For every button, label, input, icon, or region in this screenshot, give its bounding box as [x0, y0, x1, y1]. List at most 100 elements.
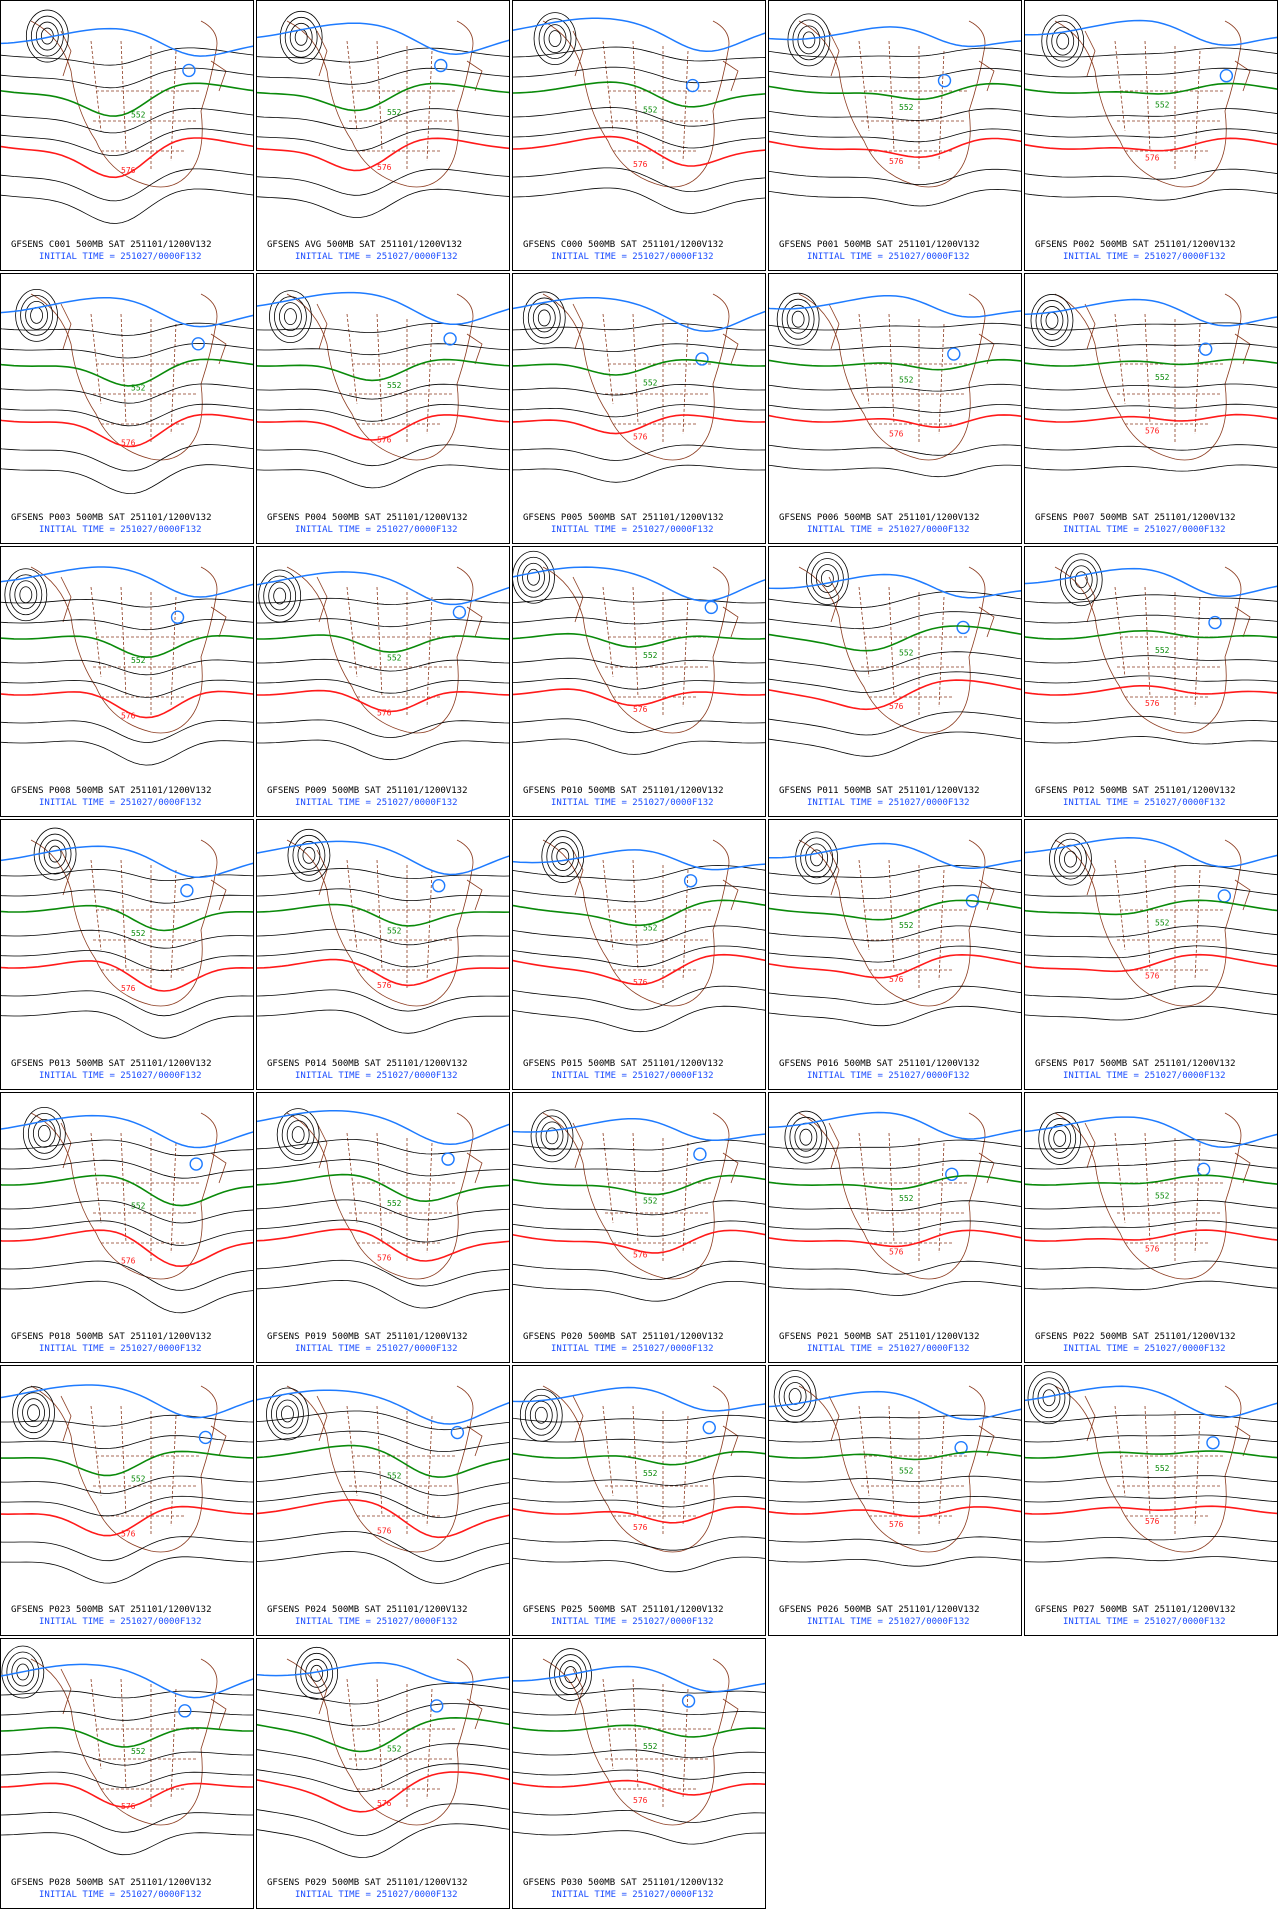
- contour-552: [257, 1173, 509, 1203]
- contour-label-576: 576: [377, 981, 392, 990]
- contour-label-552: 552: [899, 1467, 914, 1476]
- contour-528: [257, 840, 509, 876]
- contour-528: [257, 291, 509, 326]
- map-borders: [286, 1112, 483, 1280]
- map-borders: [798, 839, 995, 1007]
- panel-initial-time: INITIAL TIME = 251027/0000F132: [551, 1071, 714, 1081]
- contour-528: [1, 845, 253, 879]
- map-borders: [286, 839, 483, 1007]
- contour-label-576: 576: [889, 429, 904, 438]
- height-contour-map: 552 576: [513, 1648, 765, 1845]
- contour-label-576: 576: [889, 1520, 904, 1529]
- contour-576: [1, 1782, 253, 1808]
- map-borders: [286, 293, 483, 461]
- contour-label-552: 552: [1155, 919, 1170, 928]
- map-borders: [798, 293, 995, 461]
- panel-initial-time: INITIAL TIME = 251027/0000F132: [39, 1890, 202, 1900]
- map-borders: [30, 1658, 227, 1826]
- panel-initial-time: INITIAL TIME = 251027/0000F132: [295, 1617, 458, 1627]
- contour-528: [257, 1110, 509, 1146]
- contour-528: [513, 849, 765, 871]
- height-contour-map: 552 576: [769, 292, 1021, 478]
- panel-initial-time: INITIAL TIME = 251027/0000F132: [1063, 525, 1226, 535]
- contour-label-576: 576: [1145, 972, 1160, 981]
- contour-label-552: 552: [643, 378, 658, 387]
- map-borders: [286, 566, 483, 734]
- contour-label-576: 576: [377, 1799, 392, 1808]
- contour-label-576: 576: [633, 433, 648, 442]
- contour-label-576: 576: [889, 702, 904, 711]
- map-borders: [1054, 1385, 1251, 1553]
- contour-552: [1, 1726, 253, 1748]
- contour-528: [1025, 1116, 1277, 1148]
- contour-576: [1025, 1229, 1277, 1242]
- panel-initial-time: INITIAL TIME = 251027/0000F132: [1063, 1071, 1226, 1081]
- contour-576: [1, 1505, 253, 1537]
- ensemble-panel: 552 576 GFSENS P026 500MB SAT 251101/1200V…: [768, 1365, 1022, 1636]
- contour-552: [769, 1450, 1021, 1461]
- contour-label-552: 552: [899, 103, 914, 112]
- contour-label-552: 552: [131, 1474, 146, 1483]
- contour-576: [769, 1506, 1021, 1518]
- contour-528: [769, 573, 1021, 599]
- height-contour-map: 552 576: [257, 1646, 509, 1858]
- ensemble-panel: 552 576 GFSENS P012 500MB SAT 251101/1200V…: [1024, 546, 1278, 817]
- contour-label-576: 576: [121, 1529, 136, 1538]
- panel-initial-time: INITIAL TIME = 251027/0000F132: [807, 798, 970, 808]
- panel-title: GFSENS P006 500MB SAT 251101/1200V132: [779, 513, 980, 523]
- ensemble-panel: 552 576 GFSENS P019 500MB SAT 251101/1200V…: [256, 1092, 510, 1363]
- ensemble-panel: 552 576 GFSENS P002 500MB SAT 251101/1200V…: [1024, 0, 1278, 271]
- panel-title: GFSENS P027 500MB SAT 251101/1200V132: [1035, 1605, 1236, 1615]
- ensemble-panel: 552 576 GFSENS P003 500MB SAT 251101/1200V…: [0, 273, 254, 544]
- map-borders: [1054, 839, 1251, 1007]
- contour-576: [1025, 413, 1277, 423]
- panel-title: GFSENS P020 500MB SAT 251101/1200V132: [523, 1332, 724, 1342]
- panel-title: GFSENS P021 500MB SAT 251101/1200V132: [779, 1332, 980, 1342]
- contour-528: [513, 1386, 765, 1412]
- contour-552: [1025, 899, 1277, 916]
- ensemble-panel: 552 576 GFSENS P006 500MB SAT 251101/1200V…: [768, 273, 1022, 544]
- ensemble-panel: 552 576 GFSENS P025 500MB SAT 251101/1200V…: [512, 1365, 766, 1636]
- contour-label-576: 576: [121, 1802, 136, 1811]
- contour-552: [513, 81, 765, 108]
- map-borders: [798, 566, 995, 734]
- map-borders: [286, 1658, 483, 1826]
- contour-552: [1025, 358, 1277, 367]
- contour-576: [257, 958, 509, 987]
- panel-title: GFSENS P029 500MB SAT 251101/1200V132: [267, 1878, 468, 1888]
- ensemble-panel: 552 576 GFSENS P020 500MB SAT 251101/1200V…: [512, 1092, 766, 1363]
- contour-label-576: 576: [633, 1251, 648, 1260]
- contour-528: [1, 27, 253, 57]
- panel-initial-time: INITIAL TIME = 251027/0000F132: [1063, 1617, 1226, 1627]
- contour-label-576: 576: [889, 1247, 904, 1256]
- height-contour-map: 552 576: [1025, 832, 1277, 1021]
- panel-initial-time: INITIAL TIME = 251027/0000F132: [807, 1071, 970, 1081]
- contour-576: [1, 1229, 253, 1268]
- panel-initial-time: INITIAL TIME = 251027/0000F132: [295, 1344, 458, 1354]
- map-borders: [30, 839, 227, 1007]
- contour-label-576: 576: [121, 166, 136, 175]
- map-borders: [286, 1385, 483, 1553]
- contour-528: [1, 1663, 253, 1699]
- map-borders: [30, 1385, 227, 1553]
- contour-label-552: 552: [387, 108, 402, 117]
- ensemble-panel: 552 576 GFSENS P018 500MB SAT 251101/1200V…: [0, 1092, 254, 1363]
- map-borders: [1054, 20, 1251, 188]
- contour-552: [513, 1724, 765, 1738]
- panel-title: GFSENS P001 500MB SAT 251101/1200V132: [779, 240, 980, 250]
- contour-528: [1025, 1385, 1277, 1419]
- ensemble-panel: 552 576 GFSENS C001 500MB SAT 251101/1200V…: [0, 0, 254, 271]
- contour-528: [1025, 567, 1277, 598]
- contour-label-576: 576: [377, 436, 392, 445]
- map-borders: [542, 1112, 739, 1280]
- panel-initial-time: INITIAL TIME = 251027/0000F132: [295, 1071, 458, 1081]
- map-borders: [30, 20, 227, 188]
- panel-initial-time: INITIAL TIME = 251027/0000F132: [807, 1344, 970, 1354]
- contour-552: [257, 903, 509, 927]
- contour-528: [769, 1111, 1021, 1140]
- contour-552: [1, 904, 253, 932]
- contour-552: [1, 358, 253, 387]
- contour-label-552: 552: [1155, 1464, 1170, 1473]
- panel-initial-time: INITIAL TIME = 251027/0000F132: [295, 1890, 458, 1900]
